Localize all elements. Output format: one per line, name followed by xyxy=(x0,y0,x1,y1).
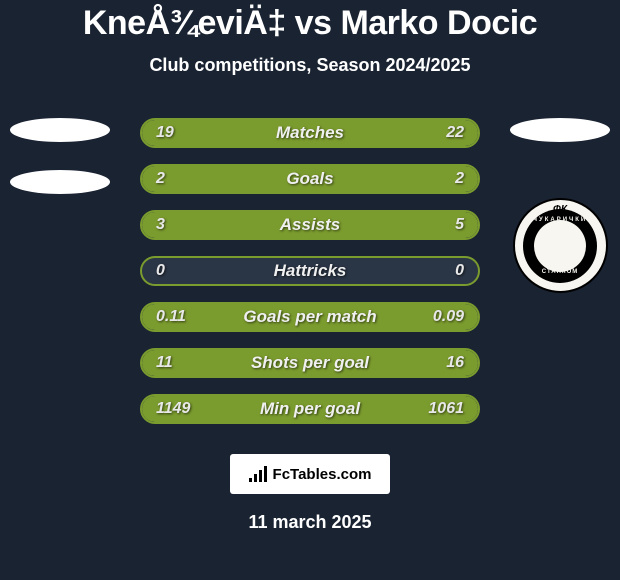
stats-area: ФК ЧУКАРИЧКИ СТАНКОМ 19Matches222Goals23… xyxy=(0,118,620,424)
club-logo-band: ЧУКАРИЧКИ СТАНКОМ xyxy=(523,209,597,283)
stat-row: 1149 Min per goal 1061 xyxy=(140,394,480,424)
date: 11 march 2025 xyxy=(0,512,620,533)
club-logo: ФК ЧУКАРИЧКИ СТАНКОМ xyxy=(513,198,608,293)
subtitle: Club competitions, Season 2024/2025 xyxy=(0,55,620,76)
comparison-card: KneÅ¾eviÄ‡ vs Marko Docic Club competiti… xyxy=(0,0,620,533)
stat-value-left: 0.11 xyxy=(156,308,186,326)
stat-label: Goals xyxy=(286,169,333,189)
stat-value-right: 2 xyxy=(455,170,464,188)
stat-label: Assists xyxy=(280,215,340,235)
club-logo-text-top: ЧУКАРИЧКИ xyxy=(533,217,587,223)
stat-value-left: 1149 xyxy=(156,400,190,418)
stat-fill-right xyxy=(310,166,478,192)
stat-value-left: 11 xyxy=(156,354,173,372)
stat-value-right: 5 xyxy=(455,216,464,234)
club-logo-text-bottom: СТАНКОМ xyxy=(542,269,578,275)
placeholder-ellipse xyxy=(10,170,110,194)
page-title: KneÅ¾eviÄ‡ vs Marko Docic xyxy=(0,4,620,43)
stat-label: Hattricks xyxy=(274,261,347,281)
stat-value-left: 3 xyxy=(156,216,165,234)
placeholder-ellipse xyxy=(510,118,610,142)
stat-label: Min per goal xyxy=(260,399,360,419)
stat-value-right: 16 xyxy=(446,354,464,372)
stat-fill-left xyxy=(142,166,310,192)
stat-value-left: 19 xyxy=(156,124,174,142)
stat-value-left: 0 xyxy=(156,262,165,280)
stat-value-right: 0 xyxy=(455,262,464,280)
watermark: FcTables.com xyxy=(230,454,390,494)
stat-value-left: 2 xyxy=(156,170,165,188)
stat-label: Matches xyxy=(276,123,344,143)
club-logo-core xyxy=(534,220,586,272)
stat-row: 0 Hattricks 0 xyxy=(140,256,480,286)
stat-row: 19 Matches 22 xyxy=(140,118,480,148)
watermark-text: FcTables.com xyxy=(273,466,372,483)
stat-value-right: 0.09 xyxy=(433,308,464,326)
bars-icon xyxy=(249,466,269,482)
stat-row: 2 Goals 2 xyxy=(140,164,480,194)
stat-value-right: 22 xyxy=(446,124,464,142)
placeholder-ellipse xyxy=(10,118,110,142)
stat-label: Goals per match xyxy=(243,307,376,327)
stat-row: 11 Shots per goal 16 xyxy=(140,348,480,378)
stat-rows: 19Matches222Goals23Assists50Hattricks00.… xyxy=(140,118,480,424)
stat-value-right: 1061 xyxy=(428,400,464,418)
stat-label: Shots per goal xyxy=(251,353,369,373)
stat-row: 3 Assists 5 xyxy=(140,210,480,240)
player-left-badges xyxy=(10,118,110,194)
player-right-badges: ФК ЧУКАРИЧКИ СТАНКОМ xyxy=(510,118,610,293)
stat-row: 0.11 Goals per match 0.09 xyxy=(140,302,480,332)
